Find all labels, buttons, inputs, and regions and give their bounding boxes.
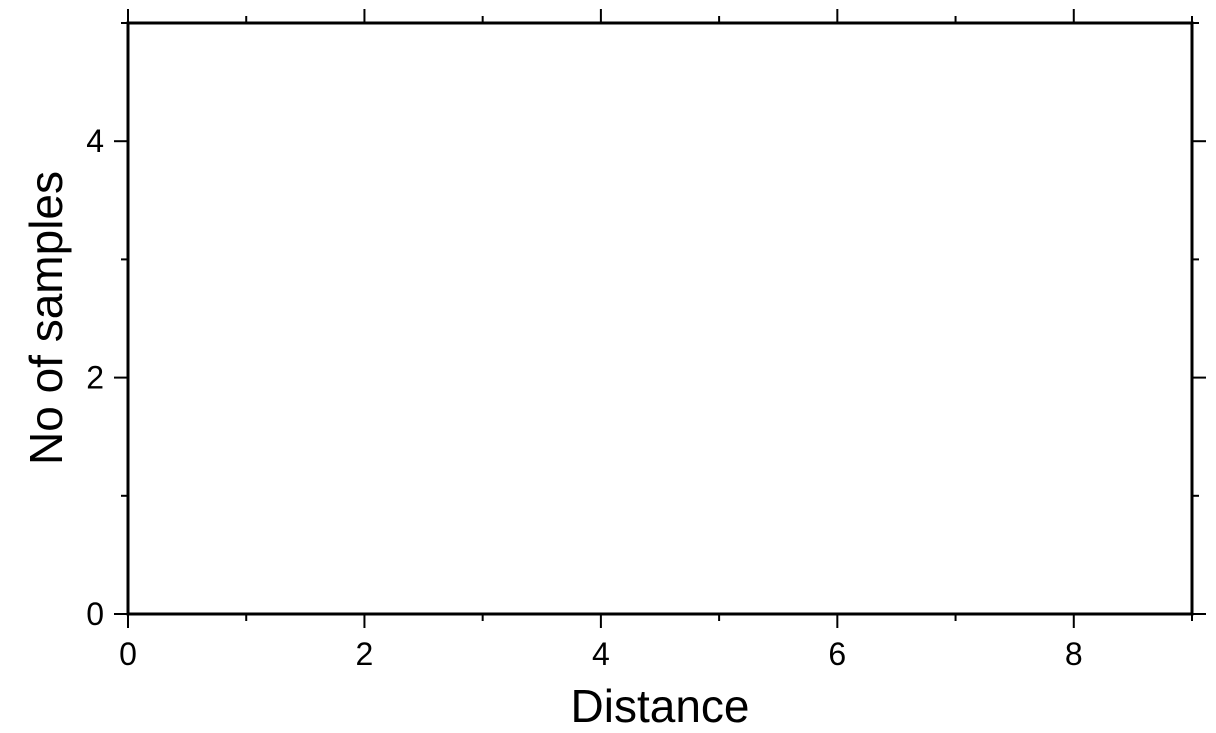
y-tick-label: 2 bbox=[86, 360, 104, 396]
x-tick-label: 6 bbox=[828, 636, 846, 672]
x-tick-label: 4 bbox=[592, 636, 610, 672]
plot-frame bbox=[126, 21, 1194, 616]
x-tick-label: 0 bbox=[119, 636, 137, 672]
y-axis-title: No of samples bbox=[20, 171, 72, 465]
plot-background bbox=[128, 23, 1192, 614]
y-tick-label: 0 bbox=[86, 596, 104, 632]
y-tick-label: 4 bbox=[86, 123, 104, 159]
tick-label-layer: 0 2 4 6 8 0 2 4 bbox=[86, 123, 1082, 672]
x-tick-label: 2 bbox=[356, 636, 374, 672]
x-axis-title: Distance bbox=[571, 680, 750, 732]
x-tick-label: 8 bbox=[1065, 636, 1083, 672]
